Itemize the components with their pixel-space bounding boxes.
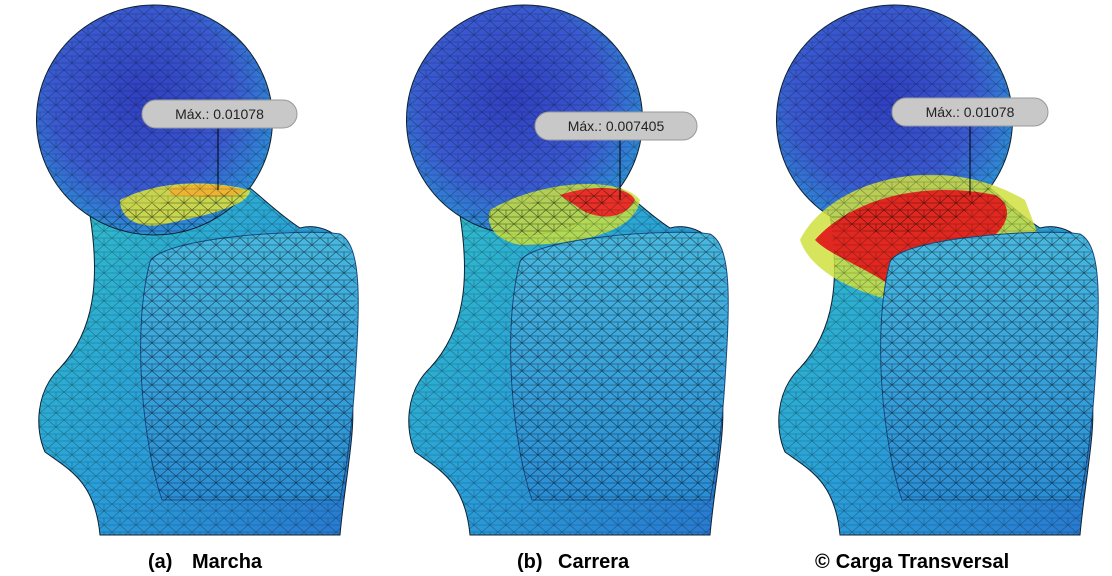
mesh — [140, 232, 359, 500]
callout-box — [891, 97, 1049, 127]
callout-text: Máx.: 0.007405 — [568, 118, 665, 134]
callout-text: Máx.: 0.01078 — [175, 106, 264, 122]
caption-tag: © — [815, 551, 830, 573]
mesh — [510, 232, 729, 500]
caption-name: Marcha — [192, 551, 263, 573]
caption-name: Carrera — [558, 551, 630, 573]
caption: © Carga Transversal — [815, 551, 1009, 573]
mesh — [406, 5, 643, 235]
femur-panel: Máx.: 0.01078 — [776, 4, 1099, 536]
caption-name: Carga Transversal — [836, 551, 1009, 573]
callout-box — [534, 111, 698, 141]
caption-tag: (b) — [517, 551, 543, 573]
mesh — [880, 232, 1099, 500]
callout-box — [141, 99, 298, 129]
callout-text: Máx.: 0.01078 — [926, 104, 1015, 120]
panels: Máx.: 0.01078 (a) Marcha Máx.: 0.007405 (b) C… — [36, 4, 1099, 573]
caption-tag: (a) — [148, 551, 172, 573]
femur-panel: Máx.: 0.007405 — [406, 4, 729, 536]
femur-panel: Máx.: 0.01078 — [36, 4, 359, 536]
